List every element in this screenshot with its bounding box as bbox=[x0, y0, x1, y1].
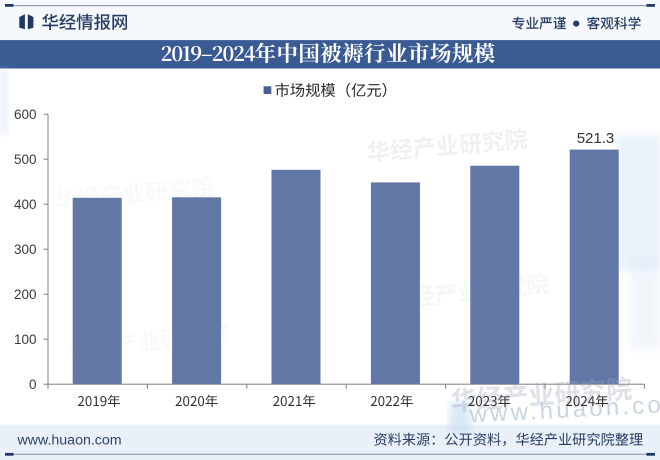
svg-text:500: 500 bbox=[14, 152, 37, 167]
svg-text:300: 300 bbox=[14, 242, 37, 257]
svg-text:600: 600 bbox=[14, 107, 37, 122]
svg-text:0: 0 bbox=[29, 377, 37, 392]
svg-text:521.3: 521.3 bbox=[577, 130, 615, 147]
svg-text:www.huaon.com: www.huaon.com bbox=[17, 433, 122, 449]
svg-text:400: 400 bbox=[14, 197, 37, 212]
svg-text:200: 200 bbox=[14, 287, 37, 302]
svg-text:100: 100 bbox=[14, 332, 37, 347]
